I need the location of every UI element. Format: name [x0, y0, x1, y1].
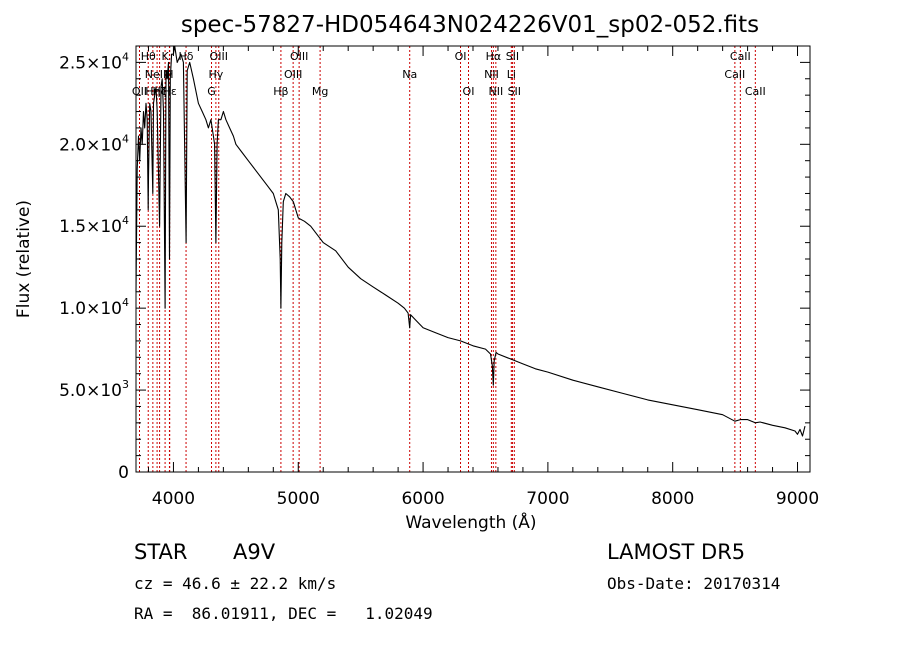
line-label-17: OI [455, 50, 467, 63]
chart-title: spec-57827-HD054643N024226V01_sp02-052.f… [181, 12, 759, 38]
line-label-13: OIII [284, 68, 302, 81]
x-axis: 4000 5000 6000 7000 8000 9000 [147, 46, 819, 509]
y-axis: 0 5.0×103 1.0×104 1.5×104 2.0×104 2.5×104 [59, 50, 810, 483]
y-axis-label: Flux (relative) [14, 200, 34, 318]
line-label-16: Na [402, 68, 417, 81]
y-tick-label-2: 1.0×104 [59, 296, 129, 319]
line-label-27: CaII [745, 85, 766, 98]
line-label-20: Hα [486, 50, 502, 63]
y-tick-label-0: 0 [118, 463, 129, 483]
y-tick-label-4: 2.0×104 [59, 132, 129, 155]
x-tick-label-3: 7000 [526, 489, 569, 509]
line-label-18: OI [463, 85, 475, 98]
line-label-6: H [165, 68, 173, 81]
y-tick-label-1: 5.0×103 [59, 378, 129, 401]
coordinates-readout: RA = 86.01911, DEC = 1.02049 [134, 604, 433, 623]
line-label-11: OIII [210, 50, 228, 63]
spectrum-line [135, 45, 806, 437]
line-label-12: Hβ [273, 85, 288, 98]
x-tick-label-5: 9000 [776, 489, 819, 509]
line-label-15: Mg [312, 85, 328, 98]
line-label-10: Hγ [208, 68, 223, 81]
line-label-21: NII [488, 85, 503, 98]
spectral-subclass: A9V [233, 540, 276, 564]
y-tick-label-3: 1.5×104 [59, 214, 129, 237]
line-label-25: CaII [724, 68, 745, 81]
line-label-19: NII [484, 68, 499, 81]
line-label-9: G [207, 85, 216, 98]
line-label-24: SII [508, 85, 521, 98]
line-label-26: CaII [730, 50, 751, 63]
x-tick-label-2: 6000 [401, 489, 444, 509]
line-label-23: SII [506, 50, 519, 63]
line-label-3: NeIII [145, 68, 170, 81]
plot-frame [135, 45, 811, 473]
x-tick-label-4: 8000 [651, 489, 694, 509]
redshift-readout: cz = 46.6 ± 22.2 km/s [134, 574, 337, 593]
survey-name: LAMOST DR5 [607, 540, 746, 564]
emission-line-labels: OIIHθHηNeIIIHζKHHεHδGHγOIIIHβOIIIOIIIMgN… [132, 50, 766, 98]
line-label-14: OIII [290, 50, 308, 63]
line-label-8: Hδ [179, 50, 194, 63]
line-label-22: Li [507, 68, 516, 81]
line-label-1: Hθ [141, 50, 156, 63]
x-axis-label: Wavelength (Å) [405, 511, 536, 533]
y-tick-label-5: 2.5×104 [59, 50, 129, 73]
x-tick-label-1: 5000 [277, 489, 320, 509]
x-tick-label-0: 4000 [152, 489, 195, 509]
emission-line-markers [138, 46, 756, 472]
observation-date: Obs-Date: 20170314 [607, 574, 781, 593]
line-label-5: K [161, 50, 169, 63]
object-type: STAR [134, 540, 188, 564]
